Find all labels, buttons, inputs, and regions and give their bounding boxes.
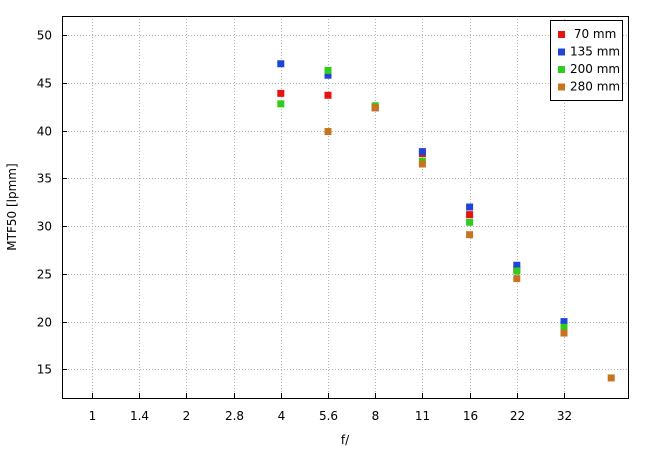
data-point xyxy=(466,231,474,239)
data-point xyxy=(560,318,568,326)
data-point xyxy=(277,89,285,97)
data-point xyxy=(513,267,521,275)
data-point xyxy=(324,128,332,136)
y-tick-label: 45 xyxy=(37,77,52,91)
y-axis-label: MTF50 [lpmm] xyxy=(5,163,19,250)
data-point xyxy=(560,329,568,337)
data-point xyxy=(513,261,521,269)
grid-lines xyxy=(62,16,628,398)
legend-label: 280 mm xyxy=(570,80,620,94)
legend-label: 70 mm xyxy=(570,27,616,41)
legend-swatch xyxy=(558,83,565,91)
y-tick-label: 50 xyxy=(37,29,52,43)
x-axis-label: f/ xyxy=(341,433,350,447)
data-point xyxy=(418,160,426,168)
x-tick-label: 22 xyxy=(510,409,525,423)
x-tick-label: 8 xyxy=(372,409,380,423)
data-point xyxy=(607,374,615,382)
series-135-mm xyxy=(277,60,568,326)
x-tick-label: 11 xyxy=(415,409,430,423)
data-point xyxy=(277,100,285,108)
x-tick-label: 5.6 xyxy=(319,409,338,423)
x-tick-label: 2 xyxy=(183,409,191,423)
y-tick-label: 15 xyxy=(37,363,52,377)
series-280-mm xyxy=(324,104,615,382)
data-point xyxy=(466,211,474,219)
plot-area xyxy=(62,16,629,399)
data-point xyxy=(277,60,285,68)
y-tick-label: 30 xyxy=(37,220,52,234)
legend-label: 135 mm xyxy=(570,45,620,59)
x-tick-label: 4 xyxy=(278,409,286,423)
data-points xyxy=(277,60,615,382)
axis-ticks: 1 1.4 2 2.8 4 5.6 8 11 16 22 32 15 20 25 30 35 40 45 50 xyxy=(37,29,572,424)
x-tick-label: 16 xyxy=(463,409,478,423)
data-point xyxy=(324,91,332,99)
data-point xyxy=(324,71,332,79)
data-point xyxy=(371,104,379,112)
legend: 70 mm 135 mm 200 mm 280 mm xyxy=(550,20,623,101)
data-point xyxy=(560,323,568,331)
y-tick-label: 25 xyxy=(37,268,52,282)
data-point xyxy=(418,148,426,156)
legend-swatch xyxy=(558,31,565,38)
legend-swatch xyxy=(558,66,565,73)
data-point xyxy=(324,66,332,74)
data-point xyxy=(466,203,474,211)
data-point xyxy=(513,275,521,283)
series-70-mm xyxy=(277,89,568,330)
legend-label: 200 mm xyxy=(570,62,620,76)
y-tick-label: 35 xyxy=(37,172,52,186)
y-tick-label: 20 xyxy=(37,316,52,330)
x-tick-label: 1 xyxy=(89,409,97,423)
x-tick-label: 1.4 xyxy=(130,409,149,423)
x-tick-label: 2.8 xyxy=(225,409,244,423)
legend-swatch xyxy=(558,48,565,56)
y-tick-label: 40 xyxy=(37,125,52,139)
x-tick-label: 32 xyxy=(557,409,572,423)
data-point xyxy=(466,218,474,226)
